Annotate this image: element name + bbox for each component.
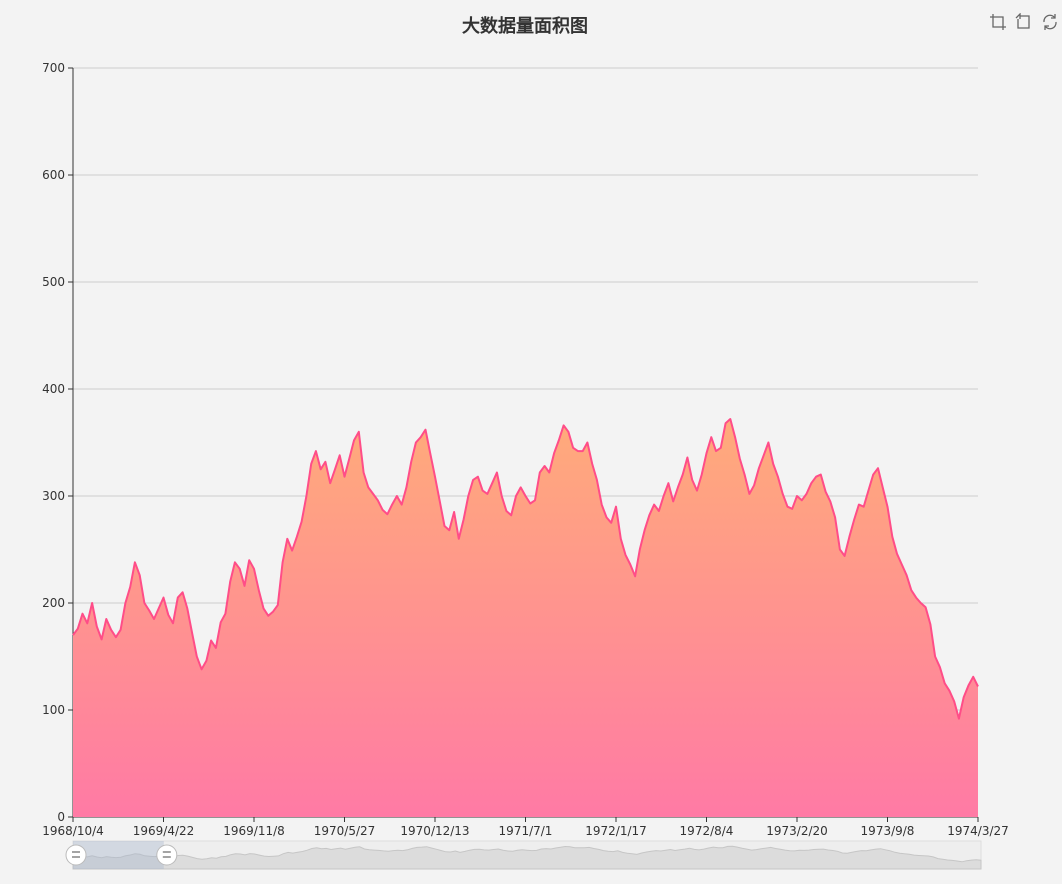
zoom-handle-start[interactable] [65,844,87,866]
y-tick-label: 300 [42,489,65,503]
x-tick-label: 1968/10/4 [42,824,104,838]
zoom-reset-icon[interactable] [1014,12,1034,32]
y-tick-label: 0 [57,810,65,824]
x-tick-label: 1970/12/13 [400,824,469,838]
data-zoom-slider[interactable] [65,840,982,870]
restore-icon[interactable] [1040,12,1060,32]
x-tick-label: 1971/7/1 [499,824,553,838]
zoom-selection [73,841,164,869]
x-tick-label: 1972/1/17 [585,824,647,838]
zoom-handle-end[interactable] [156,844,178,866]
y-tick-label: 100 [42,703,65,717]
chart-title: 大数据量面积图 [462,16,588,37]
handle-knob [156,844,178,866]
x-tick-label: 1974/3/27 [947,824,1009,838]
handle-knob [65,844,87,866]
y-tick-label: 700 [42,61,65,75]
zoom-preview [72,845,982,870]
x-tick-label: 1970/5/27 [314,824,376,838]
series-line [72,418,979,720]
toolbox [988,12,1060,32]
zoom-icon[interactable] [988,12,1008,32]
x-tick-label: 1973/2/20 [766,824,828,838]
x-tick-label: 1973/9/8 [861,824,915,838]
series-area [73,419,978,817]
x-tick-label: 1972/8/4 [680,824,734,838]
x-tick-label: 1969/11/8 [223,824,285,838]
x-tick-label: 1969/4/22 [133,824,195,838]
y-tick-label: 600 [42,168,65,182]
y-tick-label: 500 [42,275,65,289]
y-tick-label: 200 [42,596,65,610]
series-layer [72,418,979,817]
y-tick-label: 400 [42,382,65,396]
